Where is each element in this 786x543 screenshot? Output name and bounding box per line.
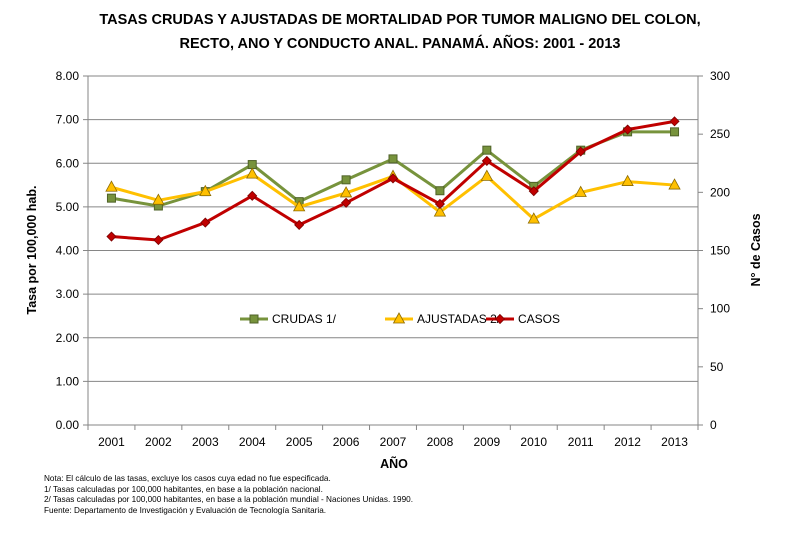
y-tick-label: 7.00 <box>56 113 80 127</box>
data-point <box>200 217 211 228</box>
data-point <box>387 173 399 184</box>
data-point <box>574 185 587 197</box>
x-axis-ticks: 2001 2002 2003 2004 2005 2006 2007 2008 2009 2010… <box>87 425 699 449</box>
legend-item-2: CASOS <box>486 312 560 326</box>
footnote-1: 1/ Tasas calculadas por 100,000 habitant… <box>44 484 323 494</box>
legend-item-0: CRUDAS 1/ <box>240 312 337 326</box>
chart-title-line-2: RECTO, ANO Y CONDUCTO ANAL. PANAMÁ. AÑOS… <box>180 34 621 52</box>
data-point <box>247 190 258 201</box>
data-point <box>153 234 164 246</box>
data-point <box>339 186 353 198</box>
y-axis-label: Tasa por 100,000 hab. <box>25 186 39 315</box>
footnotes: Nota: El cálculo de las tasas, excluye l… <box>44 474 413 516</box>
y-tick-label: 1.00 <box>56 374 80 388</box>
data-point <box>575 146 586 157</box>
y-tick-label: 3.00 <box>56 287 80 301</box>
series-2 <box>106 116 680 246</box>
data-point <box>434 198 445 210</box>
x-tick-label: 2001 <box>98 435 125 449</box>
data-point <box>105 180 118 192</box>
data-point <box>341 175 351 185</box>
data-point <box>621 174 634 186</box>
data-point <box>435 186 445 196</box>
series-0 <box>106 127 680 211</box>
legend: CRUDAS 1/AJUSTADAS 2/CASOS <box>240 312 560 326</box>
y-tick-label: 2.00 <box>56 331 80 345</box>
data-point <box>433 205 447 217</box>
data-point <box>246 167 259 179</box>
data-point <box>528 186 539 197</box>
y2-tick-label: 150 <box>710 244 730 258</box>
x-axis-label: AÑO <box>380 456 408 470</box>
data-point <box>106 231 117 242</box>
right-axis-ticks: 0 50 100 150 200 250 300 <box>698 69 730 432</box>
data-point <box>199 184 212 197</box>
y2-axis-label: N° de Casos <box>749 213 763 286</box>
y2-tick-label: 200 <box>710 185 730 199</box>
x-tick-label: 2011 <box>568 435 594 449</box>
x-tick-label: 2007 <box>380 435 407 449</box>
x-tick-label: 2002 <box>145 435 172 449</box>
series-line <box>111 130 675 208</box>
x-tick-label: 2003 <box>192 435 219 449</box>
data-point <box>152 193 165 205</box>
y2-tick-label: 50 <box>710 360 724 374</box>
x-tick-label: 2013 <box>661 435 688 449</box>
x-tick-label: 2004 <box>239 435 266 449</box>
chart: TASAS CRUDAS Y AJUSTADAS DE MORTALIDAD P… <box>25 12 763 470</box>
y2-tick-label: 300 <box>710 69 730 83</box>
x-tick-label: 2010 <box>520 435 547 449</box>
y-tick-label: 0.00 <box>56 418 80 432</box>
data-point <box>482 145 492 155</box>
data-point <box>669 116 680 127</box>
data-point <box>106 193 116 203</box>
legend-marker <box>392 312 406 324</box>
data-point <box>622 124 633 135</box>
legend-label: CASOS <box>518 312 560 326</box>
y-tick-label: 4.00 <box>56 244 80 258</box>
data-point <box>294 219 305 230</box>
legend-label: AJUSTADAS 2/ <box>417 312 501 326</box>
y-tick-label: 6.00 <box>56 156 80 170</box>
data-point <box>480 169 494 181</box>
x-tick-label: 2009 <box>473 435 500 449</box>
legend-marker <box>494 313 506 325</box>
y-tick-label: 5.00 <box>56 200 80 214</box>
data-point <box>481 155 492 166</box>
data-point <box>292 200 306 212</box>
legend-item-1: AJUSTADAS 2/ <box>385 312 501 326</box>
data-point <box>388 154 398 164</box>
data-point <box>341 197 352 208</box>
legend-marker <box>249 314 259 324</box>
x-tick-label: 2012 <box>614 435 641 449</box>
left-axis-ticks: 0.00 1.00 2.00 3.00 4.00 5.00 6.00 7.00 8.00 <box>56 69 88 432</box>
chart-title-line-1: TASAS CRUDAS Y AJUSTADAS DE MORTALIDAD P… <box>99 12 700 28</box>
y2-tick-label: 100 <box>710 302 730 316</box>
y-tick-label: 8.00 <box>56 69 80 83</box>
data-point <box>527 212 540 224</box>
series-layer <box>105 116 681 246</box>
y2-tick-label: 250 <box>710 127 730 141</box>
y2-tick-label: 0 <box>710 418 717 432</box>
x-tick-label: 2005 <box>286 435 313 449</box>
data-point <box>670 127 680 137</box>
footnote-2: 2/ Tasas calculadas por 100,000 habitant… <box>44 495 413 505</box>
x-tick-label: 2006 <box>333 435 360 449</box>
footnote-note: Nota: El cálculo de las tasas, excluye l… <box>44 474 331 483</box>
data-point <box>668 178 681 190</box>
x-tick-label: 2008 <box>427 435 454 449</box>
legend-label: CRUDAS 1/ <box>272 312 337 326</box>
footnote-source: Fuente: Departamento de Investigación y … <box>44 505 327 515</box>
